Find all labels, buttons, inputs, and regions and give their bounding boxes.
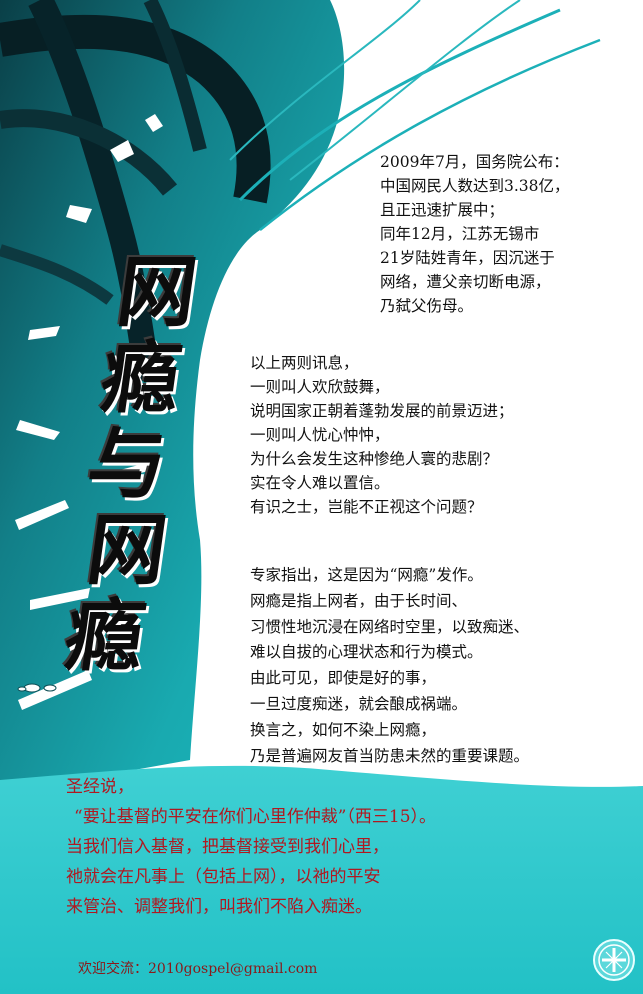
text-line: 祂就会在凡事上（包括上网），以祂的平安 (66, 867, 381, 887)
news-paragraph: 2009年7月，国务院公布： 中国网民人数达到3.38亿， 且正迅速扩展中； 同… (380, 150, 570, 318)
text-line: 以上两则讯息， (250, 354, 359, 372)
text-line: 中国网民人数达到3.38亿， (380, 177, 570, 195)
text-line: 乃弑父伤母。 (380, 297, 474, 315)
text-line: 一则叫人欢欣鼓舞， (250, 378, 390, 396)
expert-paragraph: 专家指出，这是因为“网瘾”发作。 网瘾是指上网者，由于长时间、 习惯性地沉浸在网… (250, 563, 529, 769)
text-line: 说明国家正朝着蓬勃发展的前景迈进； (250, 402, 514, 420)
title-char: 瘾 (59, 591, 151, 682)
text-line: 且正迅速扩展中； (380, 201, 505, 219)
title-char: 网 (81, 505, 173, 596)
cross-emblem-icon (593, 939, 635, 981)
text-line: 一则叫人忧心忡忡， (250, 426, 390, 444)
poster-title: 网 瘾 与 网 瘾 (58, 247, 203, 682)
text-line: 实在令人难以置信。 (250, 474, 390, 492)
scripture-paragraph: 圣经说， “要让基督的平安在你们心里作仲裁”（西三15）。 当我们信入基督，把基… (66, 772, 436, 922)
text-line: 专家指出，这是因为“网瘾”发作。 (250, 566, 483, 584)
title-char: 网 (111, 247, 203, 338)
text-line: 网络，遭父亲切断电源， (380, 273, 551, 291)
text-line: 21岁陆姓青年，因沉迷于 (380, 249, 555, 267)
text-line: 2009年7月，国务院公布： (380, 153, 569, 171)
text-line: 难以自拔的心理状态和行为模式。 (250, 643, 483, 662)
reflection-paragraph: 以上两则讯息， 一则叫人欢欣鼓舞， 说明国家正朝着蓬勃发展的前景迈进； 一则叫人… (250, 351, 514, 519)
text-line: 有识之士，岂能不正视这个问题？ (250, 498, 483, 516)
text-line: 网瘾是指上网者，由于长时间、 (250, 591, 468, 610)
text-line: 一旦过度痴迷，就会酿成祸端。 (250, 694, 468, 713)
text-line: “要让基督的平安在你们心里作仲裁”（西三15）。 (74, 807, 437, 827)
contact-email: 欢迎交流：2010gospel@gmail.com (78, 961, 318, 977)
text-line: 来管治、调整我们，叫我们不陷入痴迷。 (66, 897, 372, 917)
text-line: 换言之，如何不染上网瘾， (250, 720, 437, 739)
text-line: 同年12月，江苏无锡市 (380, 225, 540, 243)
text-line: 当我们信入基督，把基督接受到我们心里， (66, 837, 389, 857)
text-line: 为什么会发生这种惨绝人寰的悲剧？ (250, 450, 499, 468)
text-line: 习惯性地沉浸在网络时空里，以致痴迷、 (250, 617, 530, 636)
title-char: 与 (81, 419, 173, 510)
text-line: 圣经说， (66, 777, 134, 797)
text-line: 由此可见，即使是好的事， (250, 669, 437, 688)
text-line: 乃是普遍网友首当防患未然的重要课题。 (250, 746, 530, 765)
title-char: 瘾 (95, 333, 187, 424)
